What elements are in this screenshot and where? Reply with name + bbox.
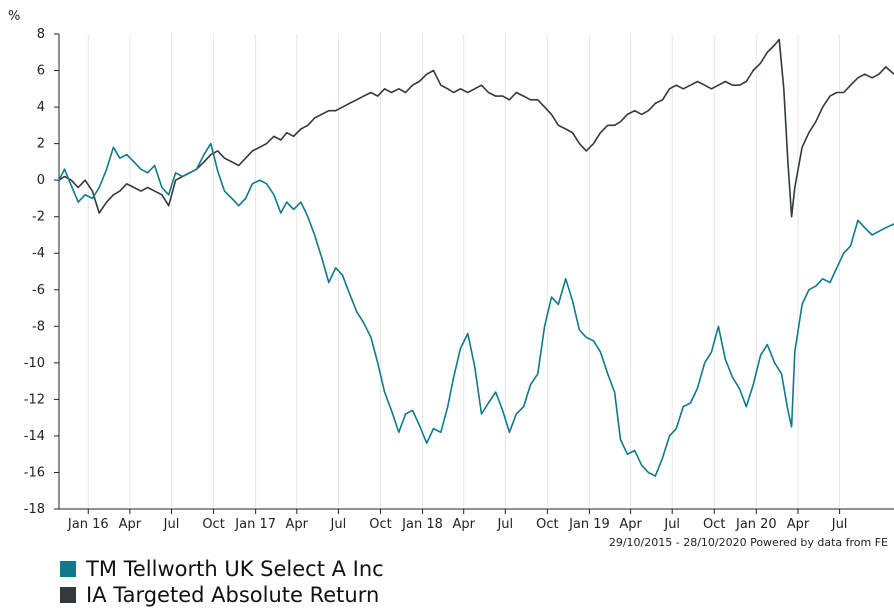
x-tick-label: Apr: [619, 517, 642, 532]
legend-swatch-sector: [60, 587, 76, 603]
y-tick-label: -14: [24, 429, 45, 444]
x-tick-label: Jul: [663, 517, 680, 532]
x-tick-label: Jan 19: [568, 517, 610, 532]
x-axis: Jan 16 Apr Jul Oct Jan 17 Apr Jul Oct Jan 18 Apr J…: [59, 508, 894, 532]
grid-lines: [87, 34, 841, 509]
x-tick-label: Jan 18: [401, 517, 443, 532]
x-tick-label: Oct: [536, 517, 558, 532]
y-tick-label: 8: [37, 27, 45, 42]
x-tick-label: Jul: [831, 517, 848, 532]
legend-swatch-fund: [60, 561, 76, 577]
y-tick-label: -2: [32, 210, 45, 225]
x-tick-label: Jan 17: [234, 517, 276, 532]
date-range-credit: 29/10/2015 - 28/10/2020 Powered by data …: [609, 536, 888, 549]
x-tick-label: Oct: [369, 517, 391, 532]
x-tick-label: Apr: [286, 517, 309, 532]
x-tick-label: Jan 20: [735, 517, 777, 532]
y-tick-label: -12: [24, 392, 45, 407]
y-tick-label: 0: [37, 173, 45, 188]
legend-item-sector: IA Targeted Absolute Return: [60, 582, 384, 608]
y-tick-label: -4: [32, 246, 45, 261]
y-unit-label: %: [8, 9, 20, 24]
legend: TM Tellworth UK Select A Inc IA Targeted…: [60, 556, 384, 608]
series-line-0: [58, 142, 894, 477]
x-tick-label: Jul: [330, 517, 347, 532]
y-tick-label: -8: [32, 319, 45, 334]
y-tick-label: 4: [37, 100, 45, 115]
y-tick-label: -16: [24, 465, 45, 480]
legend-label-fund: TM Tellworth UK Select A Inc: [86, 557, 384, 581]
series-lines: [58, 38, 894, 477]
y-tick-label: -6: [32, 283, 45, 298]
x-tick-label: Jul: [163, 517, 180, 532]
y-tick-label: -18: [24, 502, 45, 517]
x-tick-label: Oct: [703, 517, 725, 532]
legend-label-sector: IA Targeted Absolute Return: [86, 583, 380, 607]
x-tick-label: Apr: [119, 517, 142, 532]
legend-item-fund: TM Tellworth UK Select A Inc: [60, 556, 384, 582]
y-tick-label: 6: [37, 64, 45, 79]
x-tick-label: Apr: [787, 517, 810, 532]
x-tick-label: Oct: [202, 517, 224, 532]
x-tick-label: Apr: [452, 517, 475, 532]
series-line-1: [58, 38, 894, 218]
x-tick-label: Jul: [496, 517, 513, 532]
x-tick-label: Jan 16: [67, 517, 109, 532]
y-axis: 8 6 4 2 0 -2 -4 -6 -8 -10 -12 -14 -16 -18: [24, 27, 60, 517]
y-tick-label: -10: [24, 356, 45, 371]
y-tick-label: 2: [37, 137, 45, 152]
